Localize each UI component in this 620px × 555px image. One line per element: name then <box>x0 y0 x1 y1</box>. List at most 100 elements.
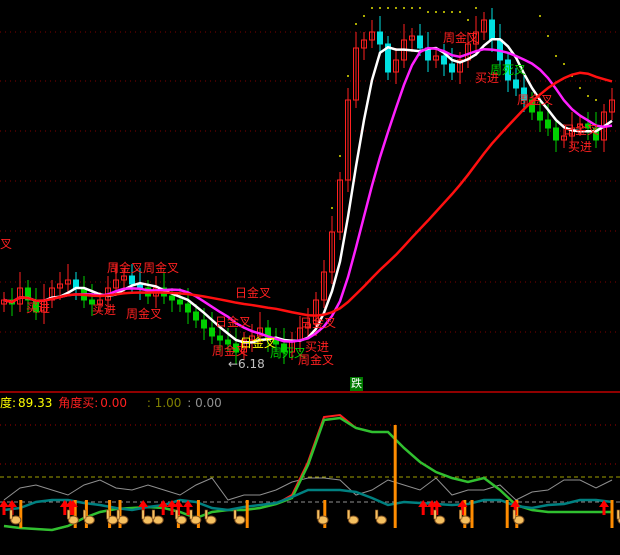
buy-label: 角度买: <box>58 396 99 410</box>
candle-up <box>473 31 479 45</box>
candle-down <box>553 127 559 141</box>
buy-arrow-icon <box>59 500 70 515</box>
candle-up <box>609 99 615 113</box>
candle-up <box>241 339 247 353</box>
buy-arrow-icon <box>418 500 429 515</box>
pointing-hand-finger <box>375 509 379 520</box>
candle-up <box>1 299 7 305</box>
candle-up <box>337 179 343 233</box>
sar-dot <box>355 23 357 25</box>
candle-down <box>505 59 511 81</box>
buy-arrow-icon <box>67 500 78 515</box>
ref1-value: : 1.00 <box>146 396 182 410</box>
candle-down <box>281 343 287 353</box>
sar-dot <box>587 95 589 97</box>
signal-label: 买进 <box>92 303 117 317</box>
pointing-hand-finger <box>151 509 155 520</box>
candle-down <box>537 111 543 121</box>
signal-label: 周金叉 <box>107 261 144 275</box>
ma30-line <box>3 71 613 317</box>
candle-down <box>169 295 175 301</box>
candle-down <box>225 339 231 345</box>
ref2-value: : 0.00 <box>187 396 222 410</box>
signal-label: 周金叉 <box>143 261 180 275</box>
pointing-hand-icon <box>375 515 387 525</box>
pointing-hand-icon <box>317 515 329 525</box>
low-price-marker: ←6.18 <box>228 357 265 371</box>
candle-up <box>361 39 367 49</box>
candle-down <box>201 319 207 329</box>
candle-down <box>217 335 223 341</box>
candle-down <box>449 63 455 73</box>
sar-dot <box>443 11 445 13</box>
angle-value: 89.33 <box>18 396 53 410</box>
candle-down <box>209 327 215 337</box>
pointing-hand-icon <box>234 515 246 525</box>
pointing-hand-icon <box>434 515 446 525</box>
candle-up <box>457 59 463 73</box>
gray-line <box>3 477 613 501</box>
sar-dot <box>347 75 349 77</box>
sar-dot <box>371 7 373 9</box>
signal-label: 周金叉 <box>298 353 335 367</box>
signal-label: 周金叉 <box>212 344 249 358</box>
candle-down <box>513 79 519 89</box>
candle-down <box>193 311 199 321</box>
sar-dot <box>435 11 437 13</box>
sar-dot <box>403 7 405 9</box>
candle-down <box>489 19 495 41</box>
buy-arrow-icon <box>138 500 149 515</box>
sar-dot <box>555 55 557 57</box>
pointing-hand-finger <box>141 509 145 520</box>
signal-label: 周死叉 <box>270 346 307 360</box>
sar-dot <box>547 35 549 37</box>
pointing-hand-finger <box>175 509 179 520</box>
signal-label: 日金叉 <box>563 123 600 137</box>
sar-dot <box>387 7 389 9</box>
signal-label: 叉 <box>0 237 13 251</box>
pointing-hand-icon <box>347 515 359 525</box>
sar-dot <box>339 155 341 157</box>
angle-line <box>3 416 612 532</box>
candle-up <box>393 59 399 73</box>
sar-dot <box>379 7 381 9</box>
pointing-hand-finger <box>116 509 120 520</box>
buy-arrow-icon <box>167 500 177 515</box>
candle-up <box>409 35 415 41</box>
candle-up <box>345 99 351 181</box>
candle-up <box>305 323 311 329</box>
candle-up <box>561 135 567 141</box>
sar-dot <box>459 11 461 13</box>
candle-up <box>249 335 255 341</box>
buy-arrow-icon <box>173 500 184 515</box>
candle-up <box>433 55 439 61</box>
sar-dot <box>331 207 333 209</box>
signal-label: 日金叉 <box>215 315 252 329</box>
signal-label: 买进 <box>26 301 51 315</box>
candle-up <box>313 299 319 325</box>
signal-label: 买进 <box>568 140 593 154</box>
signal-label: 日金叉 <box>240 336 277 350</box>
sar-dot <box>363 15 365 17</box>
pointing-hand-icon <box>83 515 95 525</box>
sar-dot <box>563 63 565 65</box>
angle-label: 度: <box>0 396 17 410</box>
pointing-hand-icon <box>152 515 164 525</box>
pointing-hand-finger <box>512 509 516 520</box>
pointing-hand-icon <box>175 515 187 525</box>
pointing-hand-icon <box>10 515 22 525</box>
candle-up <box>481 19 487 33</box>
pointing-hand-finger <box>83 509 87 520</box>
signal-label: 日金叉 <box>300 316 337 330</box>
pointing-hand-icon <box>459 515 471 525</box>
candle-up <box>353 47 359 101</box>
buy-value: 0.00 <box>100 396 127 410</box>
pointing-hand-icon <box>67 515 79 525</box>
pointing-hand-finger <box>67 509 71 520</box>
candle-down <box>417 35 423 49</box>
candle-down <box>545 119 551 129</box>
signal-label: 买进 <box>305 340 330 354</box>
buy-arrow-icon <box>0 500 9 515</box>
signal-label: 周金叉 <box>517 93 554 107</box>
